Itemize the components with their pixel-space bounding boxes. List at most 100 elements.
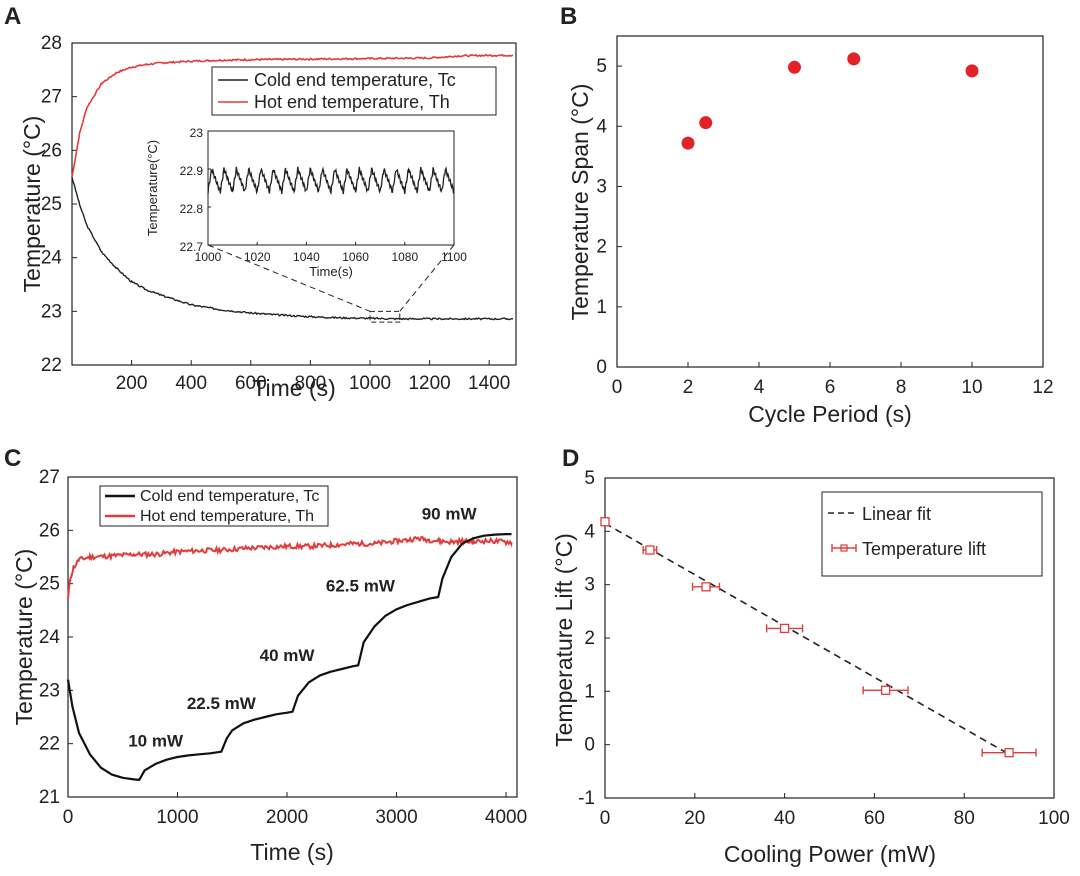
panel-a-x-tick-label: 1200 <box>408 373 450 394</box>
panel-b-x-axis-title: Cycle Period (s) <box>748 401 912 427</box>
panel-d-y-tick-label: 3 <box>584 575 595 596</box>
panel-a-inset-x-tick-label: 1060 <box>342 250 369 264</box>
panel-b-data-point <box>847 52 861 66</box>
panel-a-x-tick-label: 800 <box>295 373 327 394</box>
panel-a-inset-y-tick-label: 22.9 <box>180 164 204 178</box>
panel-d-y-ticks: -1 0 1 2 3 4 5 <box>578 468 610 809</box>
panel-a-y-tick-label: 28 <box>41 33 62 54</box>
panel-d-x-axis-title: Cooling Power (mW) <box>724 841 936 867</box>
panel-a-y-tick-label: 27 <box>41 87 62 108</box>
panel-d-legend: Linear fit Temperature lift <box>821 491 1043 577</box>
panel-b-x-tick-label: 12 <box>1032 377 1053 398</box>
panel-a-inset-x-tick-label: 1080 <box>391 250 418 264</box>
panel-a-inset-x-axis-title: Time(s) <box>309 264 353 279</box>
panel-a-series-hot-line <box>71 53 514 178</box>
panel-d-linear-fit-line <box>604 522 1010 755</box>
panel-b-plot-frame <box>616 35 1044 368</box>
panel-d-x-tick-label: 0 <box>600 808 611 829</box>
panel-c: C 21 22 23 24 25 26 27 0 1000 2000 3000 4000 10 mW… <box>4 445 527 865</box>
panel-a-y-tick-label: 22 <box>41 355 62 376</box>
panel-c-series-hot-line <box>67 535 513 599</box>
panel-b-data-point <box>681 136 695 150</box>
panel-d-legend-lift: Temperature lift <box>862 539 986 559</box>
panel-a-x-axis-title: Time (s) <box>252 375 335 401</box>
panel-d-y-axis-title: Temperature Lift (°C) <box>551 533 577 747</box>
panel-d-data-point <box>1004 748 1014 758</box>
panel-a-x-ticks: 200 400 600 800 1000 1200 1400 <box>116 360 510 394</box>
panel-a-series <box>71 53 514 321</box>
panel-a-inset-series <box>207 166 455 195</box>
panel-c-series <box>66 533 513 781</box>
panel-b-y-tick-label: 1 <box>596 297 607 318</box>
panel-a-inset-y-tick-label: 23 <box>190 126 204 140</box>
panel-c-x-axis-title: Time (s) <box>250 839 333 865</box>
panel-c-legend-cold: Cold end temperature, Tc <box>140 488 319 505</box>
panel-d-y-tick-label: 4 <box>584 521 595 542</box>
panel-d-y-tick-label: 5 <box>584 468 595 489</box>
panel-a-series-cold-line <box>71 177 514 321</box>
panel-d-x-tick-label: 40 <box>774 808 795 829</box>
panel-a-inset-x-ticks: 1000 1020 1040 1060 1080 1100 <box>195 242 467 264</box>
panel-d-x-tick-label: 80 <box>954 808 975 829</box>
panel-a-y-tick-label: 23 <box>41 301 62 322</box>
panel-letter-b: B <box>560 3 577 30</box>
panel-c-y-axis-title: Temperature (°C) <box>11 549 37 726</box>
panel-a-inset-x-tick-label: 1040 <box>293 250 320 264</box>
panel-b-y-tick-label: 3 <box>596 176 607 197</box>
panel-letter-c: C <box>4 445 21 472</box>
panel-d-y-tick-label: 1 <box>584 681 595 702</box>
panel-a-x-tick-label: 1000 <box>349 373 391 394</box>
panel-c-y-tick-label: 21 <box>39 787 60 808</box>
panel-d-y-tick-label: 0 <box>584 735 595 756</box>
panel-a-inset-y-tick-label: 22.7 <box>180 240 204 254</box>
panel-c-legend-box <box>99 485 329 527</box>
panel-b-x-ticks: 0 2 4 6 8 10 12 <box>612 362 1054 398</box>
panel-letter-d: D <box>562 445 579 472</box>
panel-a-inset-y-ticks: 22.7 22.8 22.9 23 <box>180 126 211 254</box>
panel-c-y-tick-label: 25 <box>39 574 60 595</box>
panel-c-legend-hot: Hot end temperature, Th <box>140 508 314 525</box>
panel-b-y-tick-label: 4 <box>596 116 607 137</box>
panel-b-x-tick-label: 0 <box>612 377 623 398</box>
panel-a-inset-y-tick-label: 22.8 <box>180 202 204 216</box>
panel-d-x-tick-label: 100 <box>1038 808 1070 829</box>
panel-b-y-ticks: 0 1 2 3 4 5 <box>596 56 622 378</box>
panel-a-inset: 22.722.822.923 1000 1020 1040 1060 1080 1100 … <box>145 126 467 279</box>
panel-a-y-tick-label: 26 <box>41 140 62 161</box>
panel-a-x-tick-label: 1400 <box>468 373 510 394</box>
panel-a-legend: Cold end temperature, Tc Hot end tempera… <box>211 66 497 116</box>
panel-b-x-tick-label: 10 <box>961 377 982 398</box>
panel-c-x-tick-label: 3000 <box>375 807 417 828</box>
panel-b-y-tick-label: 0 <box>596 357 607 378</box>
panel-d-x-tick-label: 60 <box>864 808 885 829</box>
panel-a-inset-y-axis-title: Temperature(°C) <box>145 140 160 236</box>
panel-c-x-tick-label: 0 <box>63 807 74 828</box>
panel-a-legend-box <box>211 66 497 116</box>
panel-b-y-tick-label: 5 <box>596 56 607 77</box>
panel-a-y-ticks: 22 23 24 25 26 27 28 <box>41 33 77 376</box>
panel-c-y-ticks: 21 22 23 24 25 26 27 <box>39 467 73 808</box>
panel-c-y-tick-label: 23 <box>39 680 60 701</box>
panel-c-power-label: 40 mW <box>260 646 316 665</box>
panel-a-y-axis-title: Temperature (°C) <box>19 116 45 293</box>
panel-b-data-point <box>965 64 979 78</box>
panel-a-inset-x-tick-label: 1020 <box>244 250 271 264</box>
panel-d-data-point <box>645 545 655 555</box>
panel-c-power-label: 10 mW <box>128 731 184 750</box>
panel-a-x-tick-label: 200 <box>116 373 148 394</box>
panel-b-y-axis-title: Temperature Span (°C) <box>567 84 593 321</box>
panel-c-y-tick-label: 24 <box>39 627 61 648</box>
panel-a-zoom-connector-right <box>399 244 455 312</box>
panel-b-x-tick-label: 4 <box>754 377 765 398</box>
panel-a: A 22 23 24 25 26 27 28 200 400 600 800 1000 1200 140… <box>4 3 517 401</box>
panel-d-y-tick-label: -1 <box>578 788 595 809</box>
panel-c-power-label: 90 mW <box>422 505 478 524</box>
panel-c-x-tick-label: 4000 <box>485 807 527 828</box>
panel-c-x-tick-label: 1000 <box>156 807 198 828</box>
panel-a-inset-x-tick-label: 1100 <box>441 250 467 264</box>
panel-a-inset-series-cold-line <box>207 166 455 195</box>
